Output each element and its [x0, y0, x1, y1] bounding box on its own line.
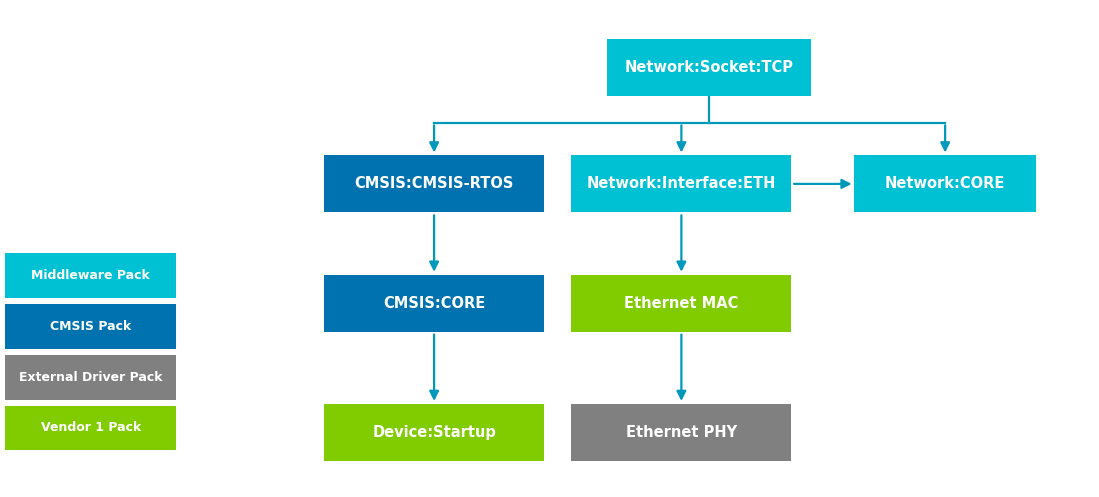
- FancyBboxPatch shape: [571, 155, 791, 212]
- Text: Ethernet PHY: Ethernet PHY: [625, 425, 737, 440]
- FancyBboxPatch shape: [5, 355, 176, 400]
- Text: External Driver Pack: External Driver Pack: [19, 371, 163, 384]
- FancyBboxPatch shape: [855, 155, 1036, 212]
- FancyBboxPatch shape: [5, 304, 176, 349]
- FancyBboxPatch shape: [571, 404, 791, 461]
- FancyBboxPatch shape: [324, 274, 544, 332]
- Text: CMSIS:CORE: CMSIS:CORE: [382, 296, 486, 311]
- FancyBboxPatch shape: [5, 253, 176, 298]
- Text: Network:Socket:TCP: Network:Socket:TCP: [624, 60, 793, 75]
- FancyBboxPatch shape: [571, 274, 791, 332]
- Text: Device:Startup: Device:Startup: [373, 425, 496, 440]
- Text: CMSIS Pack: CMSIS Pack: [51, 320, 131, 333]
- Text: Middleware Pack: Middleware Pack: [31, 269, 151, 282]
- Text: Network:CORE: Network:CORE: [885, 176, 1006, 191]
- Text: Network:Interface:ETH: Network:Interface:ETH: [587, 176, 776, 191]
- FancyBboxPatch shape: [324, 155, 544, 212]
- FancyBboxPatch shape: [5, 406, 176, 450]
- Text: Ethernet MAC: Ethernet MAC: [624, 296, 739, 311]
- FancyBboxPatch shape: [607, 38, 811, 95]
- Text: Vendor 1 Pack: Vendor 1 Pack: [41, 421, 141, 434]
- FancyBboxPatch shape: [324, 404, 544, 461]
- Text: CMSIS:CMSIS-RTOS: CMSIS:CMSIS-RTOS: [354, 176, 514, 191]
